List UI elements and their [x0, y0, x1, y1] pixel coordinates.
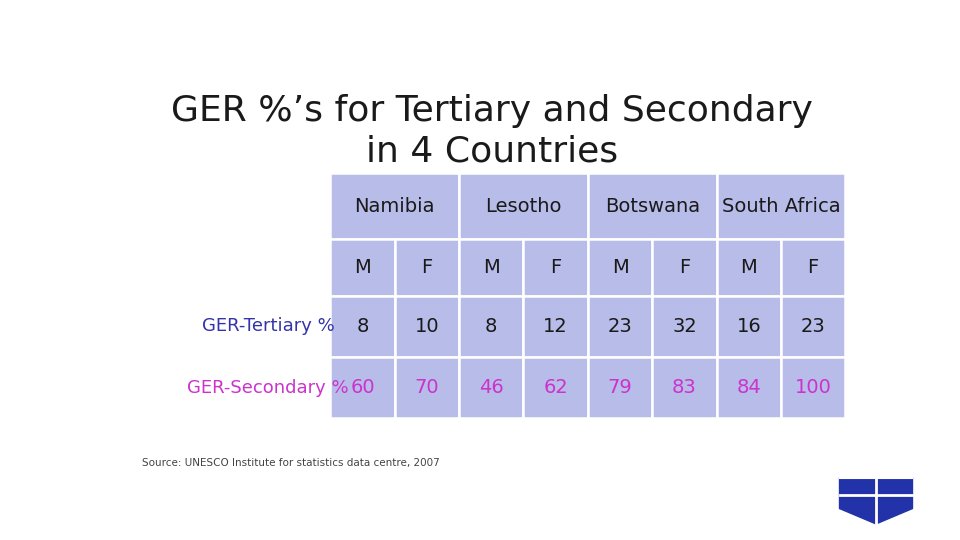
Bar — [523, 357, 588, 418]
Text: 84: 84 — [736, 378, 761, 397]
Text: 79: 79 — [608, 378, 633, 397]
Bar — [459, 173, 588, 239]
Text: Source: UNESCO Institute for statistics data centre, 2007: Source: UNESCO Institute for statistics … — [142, 458, 440, 468]
Bar — [652, 239, 716, 295]
Text: 16: 16 — [736, 317, 761, 336]
Text: 62: 62 — [543, 378, 568, 397]
Text: 23: 23 — [801, 317, 826, 336]
Text: GER-Tertiary %: GER-Tertiary % — [202, 317, 334, 335]
Text: Lesotho: Lesotho — [485, 197, 562, 215]
Bar — [588, 173, 716, 239]
Bar — [781, 239, 846, 295]
Bar — [716, 357, 781, 418]
Text: 23: 23 — [608, 317, 633, 336]
Bar — [523, 295, 588, 357]
Bar — [205, 295, 330, 357]
Polygon shape — [839, 478, 912, 524]
Bar — [652, 357, 716, 418]
Bar — [652, 295, 716, 357]
Text: 46: 46 — [479, 378, 504, 397]
Text: F: F — [421, 258, 433, 277]
Bar — [330, 239, 395, 295]
Bar — [781, 295, 846, 357]
Text: Namibia: Namibia — [354, 197, 435, 215]
Text: M: M — [740, 258, 757, 277]
Bar — [205, 173, 330, 239]
Text: M: M — [483, 258, 499, 277]
Text: 12: 12 — [543, 317, 568, 336]
Text: 83: 83 — [672, 378, 697, 397]
Text: M: M — [354, 258, 371, 277]
Text: 60: 60 — [350, 378, 374, 397]
Bar — [205, 357, 330, 418]
Text: Botswana: Botswana — [605, 197, 700, 215]
Text: 8: 8 — [485, 317, 497, 336]
Text: F: F — [679, 258, 690, 277]
Bar — [459, 239, 523, 295]
Bar — [205, 239, 330, 295]
Text: F: F — [550, 258, 562, 277]
Bar — [716, 239, 781, 295]
Text: M: M — [612, 258, 629, 277]
Bar — [523, 239, 588, 295]
Bar — [395, 357, 459, 418]
Bar — [395, 239, 459, 295]
Text: 8: 8 — [356, 317, 369, 336]
Text: 100: 100 — [795, 378, 831, 397]
Text: 70: 70 — [415, 378, 440, 397]
Bar — [716, 173, 846, 239]
Text: GER %’s for Tertiary and Secondary
in 4 Countries: GER %’s for Tertiary and Secondary in 4 … — [171, 94, 813, 168]
Bar — [588, 357, 652, 418]
Bar — [716, 295, 781, 357]
Bar — [588, 239, 652, 295]
Bar — [459, 295, 523, 357]
Text: 32: 32 — [672, 317, 697, 336]
Bar — [459, 357, 523, 418]
Text: GER-Secondary %: GER-Secondary % — [187, 379, 348, 396]
Text: F: F — [807, 258, 819, 277]
Text: 10: 10 — [415, 317, 440, 336]
Bar — [781, 357, 846, 418]
Bar — [588, 295, 652, 357]
Bar — [330, 357, 395, 418]
Bar — [330, 173, 459, 239]
Bar — [330, 295, 395, 357]
Bar — [395, 295, 459, 357]
Text: South Africa: South Africa — [722, 197, 840, 215]
